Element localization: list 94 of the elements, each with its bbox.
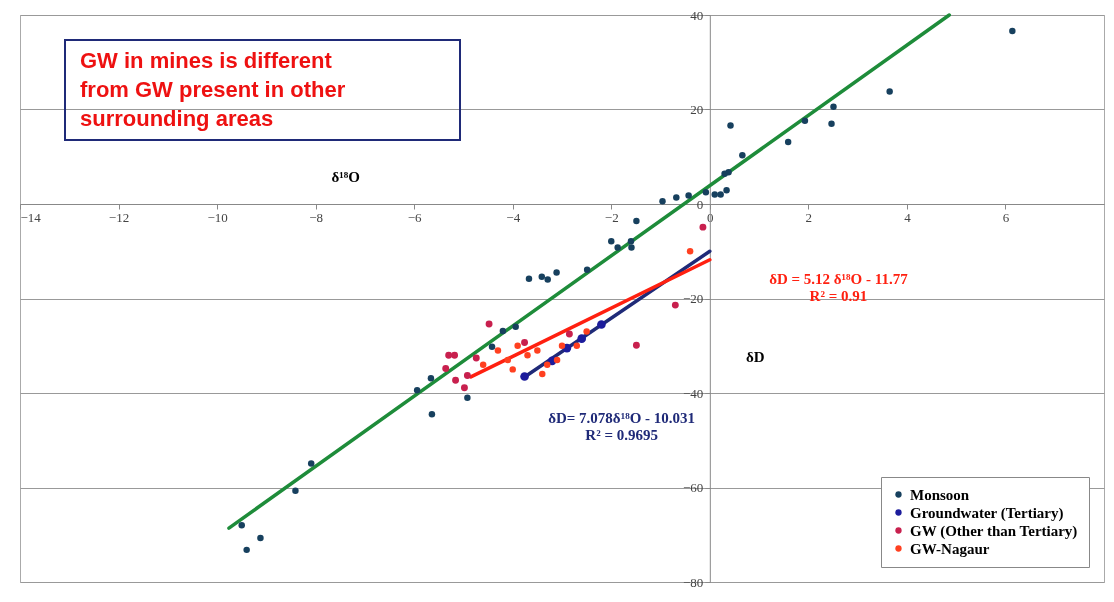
point [702,188,710,196]
legend-label: Groundwater (Tertiary) [910,504,1064,522]
x-tick-label: −8 [309,209,324,225]
point [520,372,529,381]
legend-label: GW-Nagaur [910,540,990,557]
point [565,330,573,338]
point [307,460,315,467]
point [463,372,471,379]
point [494,347,502,354]
point [464,394,471,401]
y-axis-title: δD [746,349,765,366]
point [1009,27,1016,35]
legend-label: Monsoon [910,486,970,503]
point [485,320,493,328]
point [723,187,730,194]
x-tick-label: 4 [904,209,912,225]
x-tick-label: 6 [1002,209,1010,225]
point [524,351,531,359]
point [509,366,516,373]
point [673,194,680,201]
annotation: δD= 7.078δ¹⁸O - 10.031 R² = 0.9695 [548,409,696,443]
point [886,88,893,95]
point [472,354,480,362]
point [543,361,551,368]
point [525,275,533,282]
point [451,351,459,359]
point [521,338,529,346]
x-tick-label: −4 [506,209,521,225]
x-tick-label: 2 [805,209,813,225]
point [717,191,724,198]
point [830,103,837,110]
point [577,334,587,343]
point [711,191,718,198]
y-tick-label: 20 [690,102,704,117]
point [292,487,299,495]
x-tick-label: −14 [20,209,42,225]
annotation: GW in mines is different from GW present in other surrounding areas [80,48,346,131]
y-tick-label: −60 [682,480,704,495]
point [544,276,551,283]
point [445,351,453,359]
point [428,411,436,418]
point [442,364,450,372]
point [632,341,640,349]
point [727,122,734,129]
point [558,342,566,349]
point [671,301,679,309]
point [721,170,728,177]
point [659,197,666,205]
point [739,152,746,159]
point [427,375,435,382]
x-tick-label: 0 [707,209,714,225]
point [573,342,581,349]
point [614,244,621,251]
x-axis-title: δ¹⁸O [331,168,360,185]
point [460,384,468,392]
point [539,370,546,378]
point [504,356,512,364]
y-tick-label: −40 [682,385,704,401]
point [628,244,635,251]
point [686,248,694,255]
point [685,192,692,199]
point [828,120,835,127]
point [583,328,590,335]
y-tick-label: −20 [682,291,704,306]
point [784,138,792,146]
point [699,223,707,231]
x-tick-label: −10 [207,209,228,225]
point [479,361,487,368]
point [801,117,809,125]
point [488,343,496,350]
point [512,323,519,331]
point [583,266,591,273]
x-tick-label: −2 [604,209,619,225]
point [514,342,521,349]
point [243,546,250,554]
annotation: δD = 5.12 δ¹⁸O - 11.77 R² = 0.91 [769,270,909,304]
point [553,356,561,364]
point [597,320,606,329]
point [534,347,541,354]
x-tick-label: −6 [407,209,423,225]
x-tick-label: −12 [108,209,130,225]
y-tick-label: 40 [690,7,704,23]
point [413,386,421,394]
point [257,534,264,542]
point [553,269,560,276]
point [499,327,507,335]
point [633,217,640,225]
point [608,238,615,245]
point [452,376,460,384]
y-tick-label: −80 [682,574,704,590]
point [238,522,245,529]
point [627,238,635,245]
point [538,273,546,280]
legend-label: GW (Other than Tertiary) [910,522,1078,540]
